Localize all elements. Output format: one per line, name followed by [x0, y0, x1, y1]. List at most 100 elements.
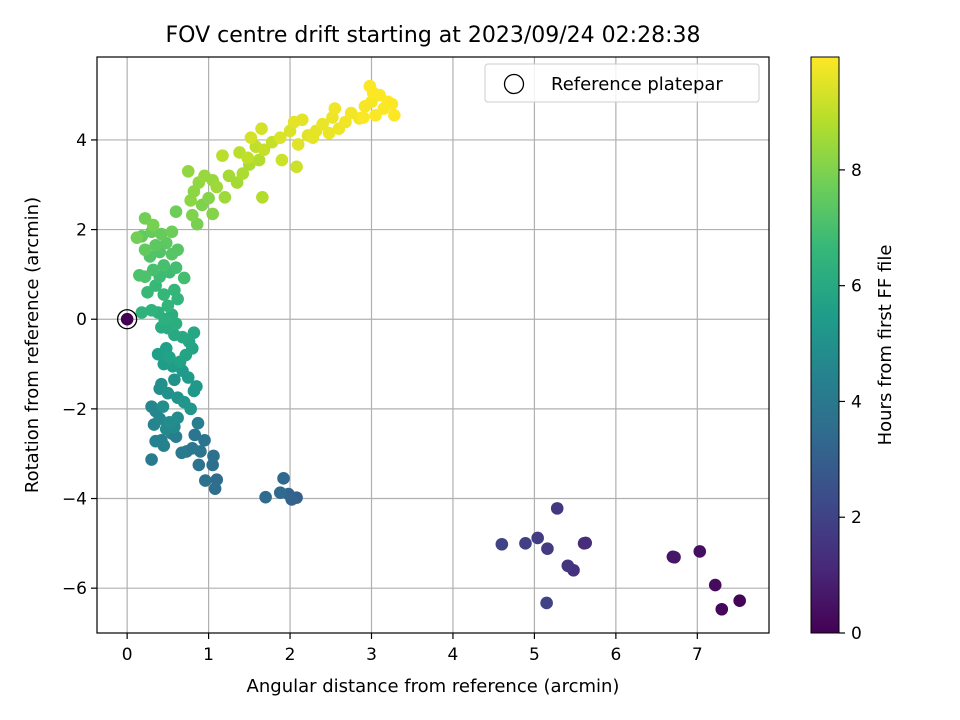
plot-area-frame	[96, 56, 770, 634]
data-point	[210, 180, 224, 194]
chart-title: FOV centre drift starting at 2023/09/24 …	[166, 23, 701, 48]
x-tick-label: 1	[203, 645, 214, 665]
data-point	[202, 191, 215, 205]
data-point	[339, 115, 352, 129]
data-point	[277, 472, 290, 485]
y-tick-label: 2	[76, 221, 87, 241]
data-point	[138, 243, 152, 257]
data-point	[199, 474, 212, 487]
data-point	[175, 446, 189, 460]
reference-marker	[116, 309, 138, 330]
data-point	[186, 208, 199, 222]
data-point	[208, 482, 222, 495]
data-point	[252, 153, 266, 167]
data-point	[306, 131, 320, 144]
data-point	[145, 400, 158, 413]
x-tick-label: 0	[122, 645, 133, 665]
data-point	[155, 377, 168, 391]
legend-marker-icon	[503, 73, 525, 95]
data-point	[366, 86, 380, 100]
data-point	[540, 596, 553, 610]
data-point	[328, 102, 342, 115]
data-point	[230, 176, 244, 189]
y-tick-label: 0	[76, 310, 87, 330]
data-point	[130, 231, 144, 244]
data-point	[519, 537, 532, 550]
data-point	[561, 559, 575, 573]
data-point	[550, 502, 564, 515]
y-axis-ticks: −6 −4 −2 0 2 4	[62, 131, 97, 599]
data-point	[241, 151, 254, 165]
data-point	[135, 306, 149, 319]
data-point	[495, 537, 509, 551]
data-point	[157, 288, 171, 301]
y-tick-label: −4	[62, 490, 87, 510]
data-point	[145, 303, 158, 317]
data-point	[216, 149, 229, 162]
data-point	[388, 108, 401, 122]
data-point	[273, 486, 287, 499]
data-point	[161, 299, 175, 313]
data-point	[256, 191, 269, 204]
data-point	[218, 191, 232, 204]
data-points	[130, 79, 746, 616]
reference-marker-ring	[116, 309, 138, 330]
data-point	[156, 400, 170, 413]
x-axis-ticks: 0 1 2 3 4 5 6 7	[122, 633, 703, 665]
data-point	[145, 453, 158, 466]
data-point	[188, 428, 202, 442]
data-point	[708, 578, 722, 592]
colorbar-tick-label: 4	[851, 392, 862, 412]
data-point	[177, 271, 191, 285]
data-point	[192, 458, 206, 472]
reference-data-point	[120, 312, 134, 326]
data-point	[295, 113, 309, 127]
legend-box	[484, 63, 760, 103]
y-tick-label: −2	[62, 400, 87, 420]
data-point	[322, 126, 336, 140]
data-point	[357, 111, 370, 124]
data-point	[187, 326, 201, 339]
data-point	[149, 434, 162, 448]
data-point	[191, 416, 205, 430]
data-point	[290, 160, 303, 174]
y-tick-label: 4	[76, 131, 87, 151]
data-point	[257, 143, 271, 157]
data-point	[133, 268, 146, 282]
data-point	[157, 259, 171, 272]
data-point	[165, 225, 179, 239]
data-point	[207, 449, 220, 463]
data-point	[275, 153, 289, 167]
data-point	[668, 550, 681, 564]
data-point	[244, 131, 258, 144]
data-point	[198, 433, 211, 447]
data-point	[715, 602, 729, 616]
colorbar-ticks: 0 2 4 6 8	[839, 161, 862, 644]
y-tick-label: −6	[62, 579, 87, 599]
data-point	[161, 386, 175, 400]
data-point	[141, 286, 154, 299]
data-point	[579, 536, 593, 550]
colorbar-tick-label: 2	[851, 508, 862, 528]
data-point	[163, 351, 176, 364]
data-point	[171, 243, 184, 257]
x-axis-label: Angular distance from reference (arcmin)	[247, 676, 620, 697]
data-point	[168, 283, 181, 297]
data-point	[733, 594, 746, 608]
colorbar-label: Hours from first FF file	[875, 245, 896, 446]
colorbar-tick-label: 6	[851, 277, 862, 297]
x-tick-label: 4	[448, 645, 459, 665]
data-point	[168, 373, 181, 387]
data-point	[531, 531, 544, 545]
data-point	[146, 218, 160, 232]
data-point	[169, 205, 183, 218]
colorbar-tick-label: 0	[851, 624, 862, 644]
data-point	[149, 238, 162, 252]
legend-entry-label: Reference platepar	[551, 74, 723, 95]
data-point	[291, 138, 305, 151]
legend: Reference platepar	[484, 63, 760, 103]
x-tick-label: 2	[285, 645, 296, 665]
data-point	[184, 402, 197, 416]
x-tick-label: 5	[529, 645, 540, 665]
